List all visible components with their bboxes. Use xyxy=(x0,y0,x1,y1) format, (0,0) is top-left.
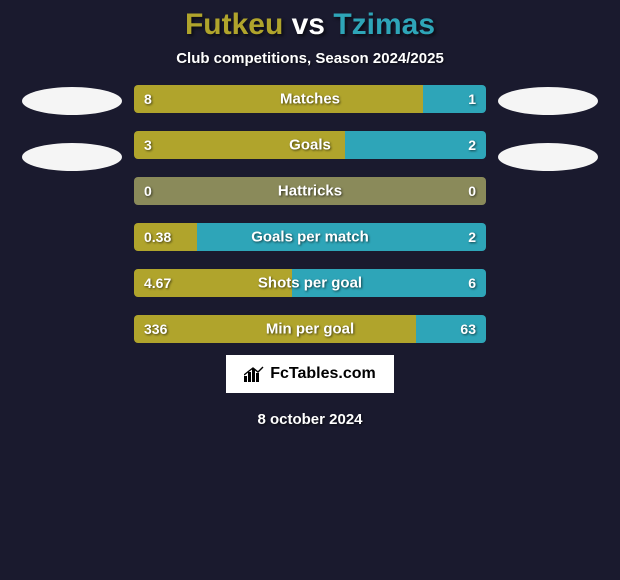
stat-value-left: 8 xyxy=(144,91,152,107)
player2-name: Tzimas xyxy=(333,8,435,41)
stat-row: 4.67 6 Shots per goal xyxy=(134,269,486,297)
main-area: 8 1 Matches 3 2 Goals 0 0 Hattricks 0.38 2 Goals pe… xyxy=(0,85,620,343)
stat-label: Shots per goal xyxy=(258,275,362,292)
bar-left xyxy=(134,85,423,113)
page-title: Futkeu vs Tzimas xyxy=(185,8,435,42)
stat-label: Goals per match xyxy=(251,229,369,246)
subtitle: Club competitions, Season 2024/2025 xyxy=(176,50,444,67)
avatar-placeholder xyxy=(498,87,598,115)
bar-right xyxy=(423,85,486,113)
player1-name: Futkeu xyxy=(185,8,283,41)
vs-label: vs xyxy=(292,8,325,41)
stat-value-left: 0.38 xyxy=(144,229,171,245)
bar-chart-icon xyxy=(244,366,264,382)
stat-value-right: 1 xyxy=(468,91,476,107)
stat-row: 0.38 2 Goals per match xyxy=(134,223,486,251)
fctables-logo: FcTables.com xyxy=(226,355,394,393)
stat-value-left: 0 xyxy=(144,183,152,199)
date-label: 8 october 2024 xyxy=(257,411,362,428)
logo-text: FcTables.com xyxy=(270,365,376,383)
stat-row: 336 63 Min per goal xyxy=(134,315,486,343)
stat-value-right: 0 xyxy=(468,183,476,199)
bar-right xyxy=(345,131,486,159)
stat-value-left: 336 xyxy=(144,321,167,337)
stat-value-right: 63 xyxy=(460,321,476,337)
stat-label: Hattricks xyxy=(278,183,342,200)
avatar-placeholder xyxy=(22,143,122,171)
avatar-placeholder xyxy=(22,87,122,115)
stat-label: Min per goal xyxy=(266,321,354,338)
stat-label: Goals xyxy=(289,137,331,154)
stat-value-right: 2 xyxy=(468,137,476,153)
stat-value-right: 2 xyxy=(468,229,476,245)
stat-value-left: 3 xyxy=(144,137,152,153)
stat-value-left: 4.67 xyxy=(144,275,171,291)
right-avatar-col xyxy=(498,85,598,171)
stat-row: 3 2 Goals xyxy=(134,131,486,159)
comparison-container: Futkeu vs Tzimas Club competitions, Seas… xyxy=(0,0,620,580)
stat-row: 0 0 Hattricks xyxy=(134,177,486,205)
left-avatar-col xyxy=(22,85,122,171)
stat-row: 8 1 Matches xyxy=(134,85,486,113)
stat-label: Matches xyxy=(280,91,340,108)
stat-value-right: 6 xyxy=(468,275,476,291)
stats-column: 8 1 Matches 3 2 Goals 0 0 Hattricks 0.38 2 Goals pe… xyxy=(134,85,486,343)
avatar-placeholder xyxy=(498,143,598,171)
